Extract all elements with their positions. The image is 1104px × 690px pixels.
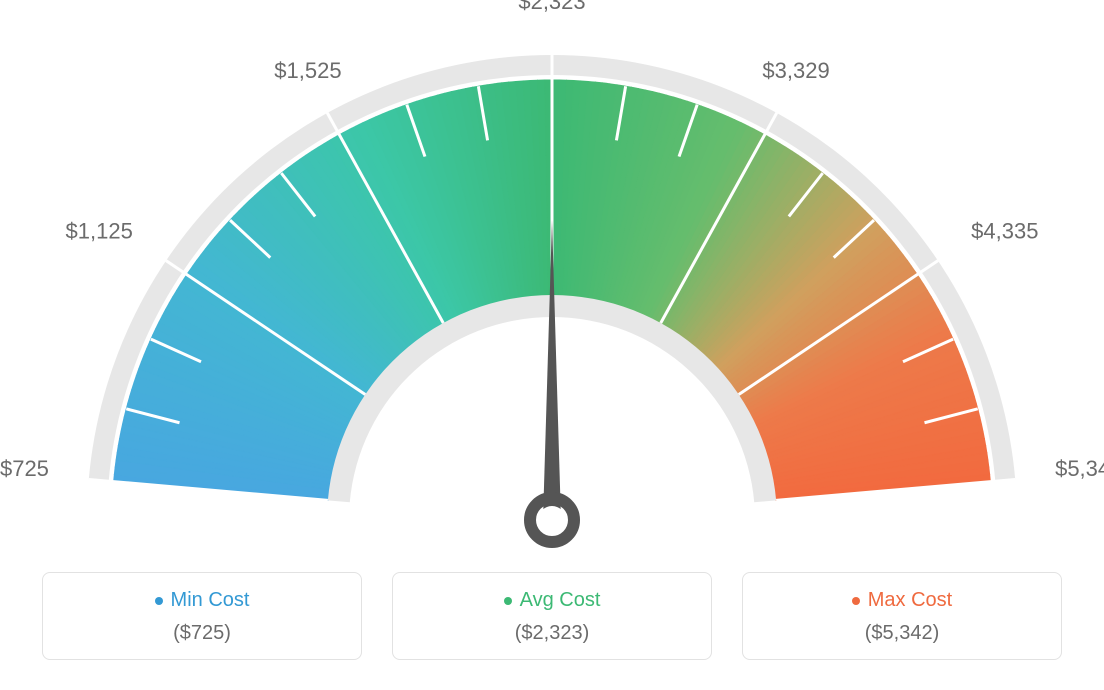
legend-row: Min Cost ($725) Avg Cost ($2,323) Max Co… — [0, 572, 1104, 660]
gauge-tick-label: $2,323 — [518, 0, 585, 14]
legend-card-min: Min Cost ($725) — [42, 572, 362, 660]
legend-card-avg: Avg Cost ($2,323) — [392, 572, 712, 660]
legend-title-avg: Avg Cost — [504, 589, 601, 612]
gauge-tick-label: $1,125 — [66, 218, 133, 243]
legend-label-min: Min Cost — [171, 589, 250, 612]
gauge-svg: $725 $1,125 $1,525 $2,323 $3,329 $4,335 $5,342 — [0, 0, 1104, 570]
legend-label-avg: Avg Cost — [520, 589, 601, 612]
legend-dot-min — [155, 597, 163, 605]
gauge-tick-label: $4,335 — [971, 218, 1038, 243]
gauge-tick-label: $725 — [0, 456, 49, 481]
legend-label-max: Max Cost — [868, 589, 952, 612]
legend-value-avg: ($2,323) — [403, 622, 701, 645]
legend-value-max: ($5,342) — [753, 622, 1051, 645]
legend-dot-max — [852, 597, 860, 605]
legend-dot-avg — [504, 597, 512, 605]
gauge-tick-label: $5,342 — [1055, 456, 1104, 481]
legend-card-max: Max Cost ($5,342) — [742, 572, 1062, 660]
gauge-tick-label: $3,329 — [762, 58, 829, 83]
gauge-needle-hub-hole — [538, 506, 566, 534]
legend-value-min: ($725) — [53, 622, 351, 645]
legend-title-min: Min Cost — [155, 589, 250, 612]
gauge-area: $725 $1,125 $1,525 $2,323 $3,329 $4,335 $5,342 — [0, 0, 1104, 570]
gauge-tick-label: $1,525 — [274, 58, 341, 83]
legend-title-max: Max Cost — [852, 589, 952, 612]
cost-gauge-container: $725 $1,125 $1,525 $2,323 $3,329 $4,335 $5,342… — [0, 0, 1104, 690]
